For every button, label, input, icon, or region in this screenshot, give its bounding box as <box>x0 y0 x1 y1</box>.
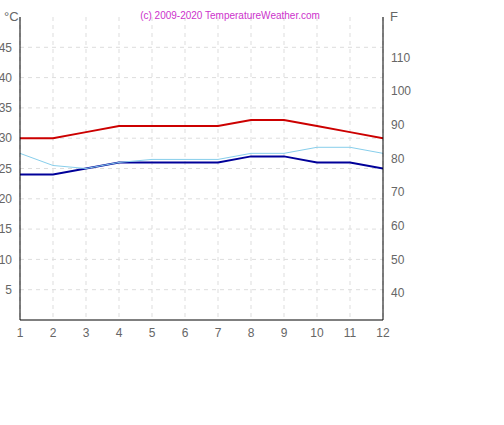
svg-text:30: 30 <box>8 131 12 145</box>
svg-text:100: 100 <box>391 84 411 98</box>
svg-text:40: 40 <box>391 286 405 300</box>
svg-text:5: 5 <box>149 326 156 340</box>
svg-text:60: 60 <box>391 219 405 233</box>
svg-text:10: 10 <box>310 326 324 340</box>
svg-text:45: 45 <box>8 41 12 55</box>
svg-text:7: 7 <box>215 326 222 340</box>
svg-text:8: 8 <box>248 326 255 340</box>
svg-text:70: 70 <box>391 185 405 199</box>
svg-text:15: 15 <box>8 222 12 236</box>
svg-text:35: 35 <box>8 101 12 115</box>
svg-text:80: 80 <box>391 152 405 166</box>
svg-text:12: 12 <box>376 326 390 340</box>
svg-text:9: 9 <box>281 326 288 340</box>
svg-text:20: 20 <box>8 192 12 206</box>
svg-text:110: 110 <box>391 51 410 65</box>
svg-text:3: 3 <box>83 326 90 340</box>
svg-text:50: 50 <box>391 253 405 267</box>
svg-text:4: 4 <box>116 326 123 340</box>
svg-text:6: 6 <box>182 326 189 340</box>
svg-text:40: 40 <box>8 71 12 85</box>
svg-text:1: 1 <box>17 326 24 340</box>
svg-text:10: 10 <box>8 253 12 267</box>
svg-text:2: 2 <box>50 326 57 340</box>
html-text:F: F <box>390 9 398 24</box>
svg-text:11: 11 <box>344 326 357 340</box>
html-text:(c) 2009-2020 TemperatureWeath: (c) 2009-2020 TemperatureWeather.com <box>140 10 320 21</box>
html-text:°C: °C <box>4 9 19 24</box>
svg-text:25: 25 <box>8 162 12 176</box>
svg-text:90: 90 <box>391 118 405 132</box>
svg-text:5: 5 <box>8 283 12 297</box>
